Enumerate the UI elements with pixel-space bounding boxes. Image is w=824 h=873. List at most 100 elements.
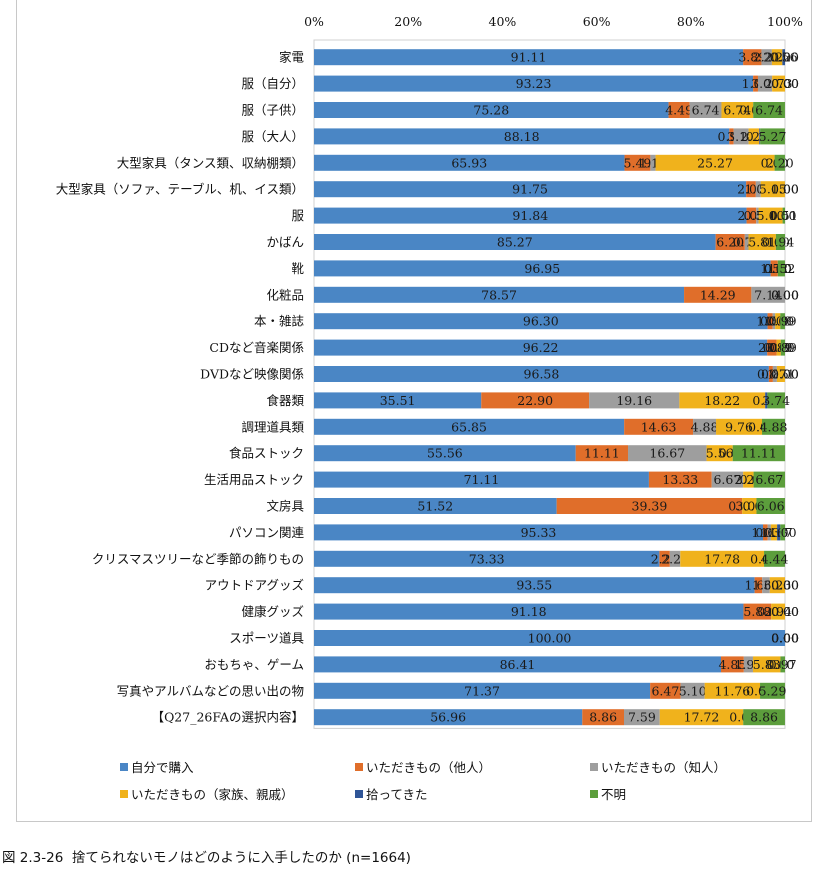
data-label: 8.86 xyxy=(589,710,617,725)
category-label: 靴 xyxy=(291,261,304,276)
data-label: 0.99 xyxy=(769,314,797,329)
data-label: 65.93 xyxy=(451,155,487,170)
legend-label: 拾ってきた xyxy=(366,787,428,802)
category-label: 家電 xyxy=(279,50,305,65)
bar-segment xyxy=(314,709,583,726)
bar-segment xyxy=(762,418,785,435)
data-label: 4.49 xyxy=(665,103,693,118)
data-label: 13.33 xyxy=(662,472,698,487)
bar-segment xyxy=(753,75,758,92)
data-label: 56.96 xyxy=(430,710,466,725)
data-label: 91.75 xyxy=(512,182,548,197)
data-label: 7.59 xyxy=(628,710,656,725)
bar-segment xyxy=(314,630,785,646)
category-label: 調理道具類 xyxy=(241,419,304,434)
data-label: 0.00 xyxy=(771,287,799,302)
data-label: 3.23 xyxy=(763,578,791,593)
bar-row: 78.57 14.29 7.140.000.000.00 xyxy=(314,286,799,303)
bar-segment xyxy=(755,181,761,198)
bar-segment xyxy=(314,682,651,699)
bar-row: 85.276.200.785.810.001.94 xyxy=(314,234,794,250)
bar-segment xyxy=(743,603,772,620)
data-label: 19.16 xyxy=(616,393,652,408)
bar-segment xyxy=(769,577,785,594)
data-label: 0.00 xyxy=(771,631,799,646)
category-label: 化粧品 xyxy=(266,287,304,302)
bar-segment xyxy=(729,128,734,145)
bar-segment xyxy=(684,286,752,303)
category-label: アウトドアグッズ xyxy=(205,578,304,593)
category-label: 大型家具（ソファ、テーブル、机、イス類） xyxy=(56,182,304,197)
bar-segment xyxy=(732,445,786,462)
bar-row: 75.284.496.746.740.006.74 xyxy=(314,102,785,118)
data-label: 96.22 xyxy=(523,340,559,355)
data-label: 1.94 xyxy=(767,235,795,250)
bar-segment xyxy=(777,260,785,277)
bar-segment xyxy=(777,524,781,541)
bar-segment xyxy=(650,154,656,171)
bar-segment xyxy=(314,102,669,118)
bar-segment xyxy=(768,366,773,382)
bar-segment xyxy=(680,550,765,567)
data-label: 78.57 xyxy=(481,287,517,302)
category-label: 服 xyxy=(291,208,304,223)
data-label: 95.33 xyxy=(521,525,557,540)
bar-row: 96.951.520.000.000.001.52 xyxy=(314,260,795,277)
data-label: 1.71 xyxy=(767,367,795,382)
data-label: 5.15 xyxy=(759,182,787,197)
data-label: 86.41 xyxy=(500,657,536,672)
data-label: 0.00 xyxy=(771,182,799,197)
bar-row: 96.222.000.000.890.000.89 xyxy=(314,339,797,356)
data-label: 0.00 xyxy=(771,367,799,382)
category-label: クリスマスツリーなど季節の飾りもの xyxy=(92,551,304,566)
category-label: 服（自分） xyxy=(241,76,304,91)
bar-segment xyxy=(763,524,768,541)
data-label: 55.56 xyxy=(427,446,463,461)
data-label: 9.76 xyxy=(725,419,753,434)
bar-segment xyxy=(748,234,776,250)
bar-segment xyxy=(780,524,785,541)
bar-segment xyxy=(650,682,681,699)
data-label: 0.67 xyxy=(765,525,793,540)
bar-segment xyxy=(711,471,744,488)
data-label: 91.18 xyxy=(511,604,547,619)
bar-segment xyxy=(680,682,705,699)
bar-segment xyxy=(314,286,685,303)
data-label: 93.55 xyxy=(516,578,552,593)
data-label: 1.00 xyxy=(769,525,797,540)
x-tick-label: 0% xyxy=(304,14,324,29)
bar-segment xyxy=(742,498,757,514)
bar-segment xyxy=(772,366,777,382)
category-label: 文房具 xyxy=(266,499,304,514)
data-label: 2.20 xyxy=(766,155,794,170)
bar-segment xyxy=(776,339,781,356)
category-label: かばん xyxy=(266,235,304,250)
data-label: 71.37 xyxy=(464,683,500,698)
bar-segment xyxy=(770,524,778,541)
bar-row: 35.51 22.90 19.16 18.22 0.473.74 xyxy=(314,392,790,409)
bar-segment xyxy=(706,445,733,462)
bar-segment xyxy=(314,577,755,594)
data-label: 11.11 xyxy=(741,446,777,461)
category-label: パソコン関連 xyxy=(229,525,305,540)
data-label: 0.89 xyxy=(765,340,793,355)
data-label: 4.88 xyxy=(760,419,788,434)
category-label: 生活用品ストック xyxy=(204,472,304,487)
data-label: 3.89 xyxy=(738,50,766,65)
category-label: 服（大人） xyxy=(241,129,304,144)
bar-row: 91.75 2.061.035.150.000.00 xyxy=(314,181,799,198)
x-tick-label: 20% xyxy=(394,14,422,29)
category-label: 健康グッズ xyxy=(241,604,304,619)
category-label: DVDなど映像関係 xyxy=(200,367,304,382)
legend-item: いただきもの（他人） xyxy=(355,757,491,776)
data-label: 75.28 xyxy=(473,103,509,118)
data-label: 0.89 xyxy=(769,340,797,355)
bar-segment xyxy=(767,392,785,409)
data-label: 91.11 xyxy=(511,50,547,65)
data-label: 5.10 xyxy=(757,208,785,223)
bar-segment xyxy=(767,339,777,356)
data-label: 0.00 xyxy=(771,76,799,91)
